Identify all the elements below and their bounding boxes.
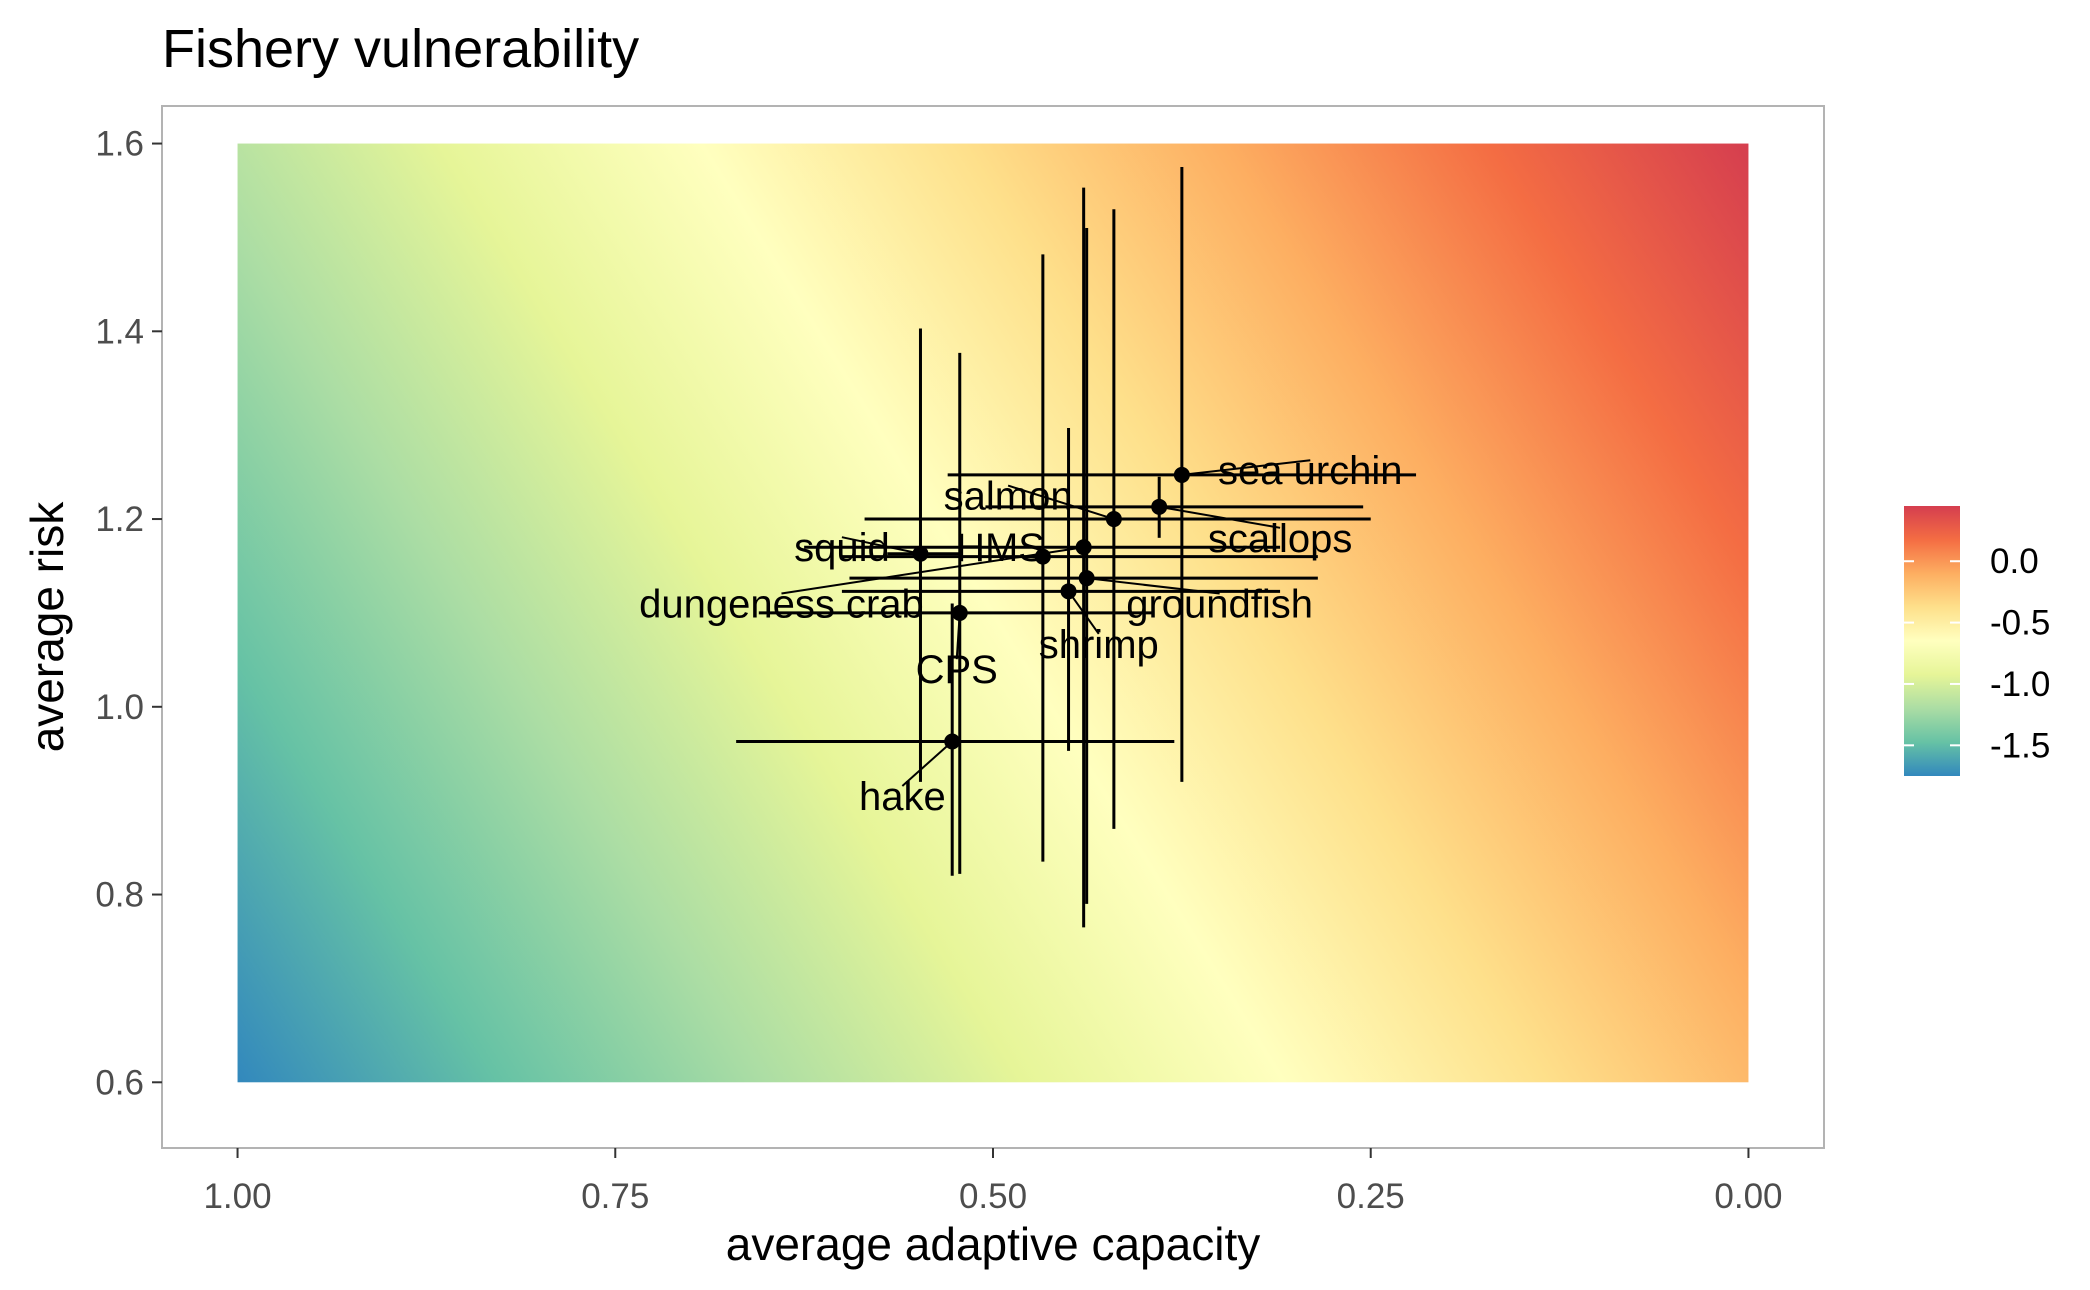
colorbar-ticks: 0.0 -0.5 -1.0 -1.5 (1904, 542, 2050, 765)
label-leader-line (901, 740, 953, 787)
point-label: scallops (1208, 517, 1353, 561)
x-axis-ticks: 1.00 0.75 0.50 0.25 0.00 (203, 1148, 1783, 1216)
colorbar-tick-label: -1.0 (1990, 665, 2050, 704)
point-label: groundfish (1126, 583, 1313, 627)
label-leader-line (841, 536, 921, 555)
label-leader-line (1181, 459, 1311, 476)
point-label: sea urchin (1218, 449, 1403, 493)
point-label: HMS (956, 526, 1045, 570)
x-tick-label: 0.75 (581, 1177, 649, 1216)
colorbar-legend: 0.0 -0.5 -1.0 -1.5 (1904, 506, 2050, 776)
label-leader-line (955, 612, 961, 660)
label-leader-line (1086, 577, 1220, 595)
point-label: salmon (944, 475, 1073, 519)
point-label: CPS (916, 648, 998, 692)
colorbar-tick-label: 0.0 (1990, 542, 2039, 581)
y-tick-label: 1.6 (95, 125, 144, 164)
point-label: hake (859, 775, 946, 819)
x-tick-label: 0.00 (1714, 1177, 1782, 1216)
y-tick-label: 0.8 (95, 876, 144, 915)
label-leader-line (1007, 484, 1115, 520)
x-tick-label: 0.50 (959, 1177, 1027, 1216)
y-tick-label: 1.2 (95, 500, 144, 539)
label-leader-line (1159, 505, 1281, 529)
y-tick-label: 1.4 (95, 312, 144, 351)
colorbar-tick-label: -1.5 (1990, 726, 2050, 765)
colorbar-tick-label: -0.5 (1990, 604, 2050, 643)
y-tick-label: 0.6 (95, 1063, 144, 1102)
x-axis-title: average adaptive capacity (726, 1218, 1260, 1270)
y-axis-title: average risk (21, 501, 73, 753)
chart-title: Fishery vulnerability (162, 19, 639, 79)
label-leader-line (1067, 590, 1100, 635)
y-axis-ticks: 0.6 0.8 1.0 1.2 1.4 1.6 (95, 125, 162, 1102)
point-label-layer: sea urchin salmon scallops squid HMS groundfi… (639, 449, 1402, 819)
y-tick-label: 1.0 (95, 688, 144, 727)
label-leader-line (781, 546, 1084, 595)
point-label: shrimp (1039, 623, 1159, 667)
x-tick-label: 0.25 (1337, 1177, 1405, 1216)
point-label: squid (794, 526, 890, 570)
x-tick-label: 1.00 (203, 1177, 271, 1216)
colorbar (1904, 506, 1960, 776)
point-label: dungeness crab (639, 583, 924, 627)
